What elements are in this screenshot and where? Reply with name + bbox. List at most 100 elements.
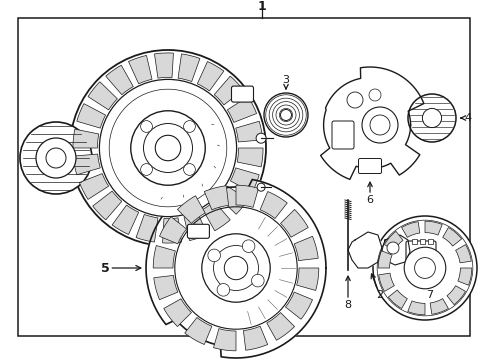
Circle shape: [217, 284, 230, 296]
Wedge shape: [106, 65, 133, 95]
Wedge shape: [184, 212, 207, 240]
Wedge shape: [260, 192, 287, 219]
Circle shape: [99, 80, 237, 217]
Circle shape: [70, 50, 266, 246]
Circle shape: [408, 94, 456, 142]
Wedge shape: [447, 286, 465, 305]
Text: 6: 6: [367, 182, 373, 205]
Wedge shape: [408, 301, 425, 315]
Circle shape: [264, 93, 308, 137]
Circle shape: [251, 274, 264, 287]
Circle shape: [36, 138, 76, 178]
Circle shape: [202, 234, 270, 302]
Circle shape: [257, 183, 265, 191]
Wedge shape: [237, 148, 263, 167]
Circle shape: [242, 240, 255, 252]
Text: 1: 1: [258, 0, 267, 13]
Circle shape: [184, 163, 196, 175]
Wedge shape: [136, 215, 158, 242]
FancyBboxPatch shape: [406, 241, 436, 265]
Circle shape: [141, 163, 152, 175]
Wedge shape: [236, 121, 263, 142]
Wedge shape: [425, 221, 442, 235]
Wedge shape: [458, 268, 472, 285]
Wedge shape: [185, 318, 212, 345]
Wedge shape: [244, 326, 268, 350]
Circle shape: [404, 247, 446, 289]
Circle shape: [387, 242, 399, 254]
Wedge shape: [93, 191, 122, 220]
Wedge shape: [154, 275, 178, 300]
Wedge shape: [230, 168, 259, 192]
Circle shape: [184, 121, 196, 132]
Circle shape: [362, 107, 398, 143]
Wedge shape: [294, 236, 318, 261]
Polygon shape: [320, 67, 424, 179]
Wedge shape: [203, 201, 230, 231]
Wedge shape: [128, 55, 152, 84]
Circle shape: [131, 111, 205, 185]
Wedge shape: [267, 312, 294, 340]
Wedge shape: [219, 186, 248, 214]
FancyBboxPatch shape: [231, 86, 253, 102]
Polygon shape: [348, 232, 382, 268]
Wedge shape: [388, 290, 407, 309]
Text: 2: 2: [371, 274, 384, 300]
Circle shape: [141, 121, 152, 132]
Wedge shape: [236, 185, 259, 207]
Circle shape: [208, 249, 220, 262]
Wedge shape: [177, 196, 205, 224]
Wedge shape: [88, 82, 118, 110]
Circle shape: [373, 216, 477, 320]
Wedge shape: [286, 292, 313, 319]
Wedge shape: [164, 299, 192, 327]
Circle shape: [155, 135, 181, 161]
Wedge shape: [296, 268, 319, 291]
Wedge shape: [378, 251, 392, 268]
Wedge shape: [154, 53, 173, 78]
Circle shape: [370, 115, 390, 135]
Circle shape: [46, 148, 66, 168]
Circle shape: [347, 92, 363, 108]
Text: 3: 3: [283, 75, 290, 89]
Wedge shape: [73, 129, 99, 148]
Wedge shape: [214, 76, 243, 105]
Wedge shape: [160, 217, 187, 244]
Polygon shape: [382, 235, 410, 265]
Wedge shape: [74, 154, 100, 175]
Wedge shape: [163, 218, 181, 243]
Bar: [420, 239, 425, 244]
Wedge shape: [227, 96, 257, 122]
Bar: [412, 239, 417, 244]
Circle shape: [369, 89, 381, 101]
Wedge shape: [112, 205, 139, 234]
Circle shape: [224, 256, 248, 280]
Bar: [18, 18, 470, 336]
Bar: [428, 239, 433, 244]
FancyBboxPatch shape: [187, 224, 209, 238]
Wedge shape: [379, 273, 394, 291]
Circle shape: [422, 108, 441, 127]
Wedge shape: [197, 62, 224, 91]
Circle shape: [280, 109, 292, 121]
Wedge shape: [402, 222, 420, 237]
Text: 7: 7: [421, 269, 434, 300]
FancyBboxPatch shape: [332, 121, 354, 149]
Wedge shape: [79, 174, 109, 199]
Circle shape: [256, 133, 266, 143]
Wedge shape: [178, 54, 200, 82]
Wedge shape: [456, 244, 471, 263]
Text: 5: 5: [100, 261, 141, 274]
FancyBboxPatch shape: [359, 158, 382, 174]
Text: 4: 4: [461, 113, 471, 123]
Circle shape: [144, 123, 193, 172]
Wedge shape: [214, 329, 236, 351]
Wedge shape: [385, 231, 403, 250]
Circle shape: [20, 122, 92, 194]
Wedge shape: [430, 299, 448, 314]
Polygon shape: [146, 180, 326, 358]
Text: 8: 8: [344, 276, 351, 310]
Wedge shape: [153, 246, 175, 268]
Wedge shape: [204, 186, 229, 210]
Wedge shape: [77, 104, 105, 128]
